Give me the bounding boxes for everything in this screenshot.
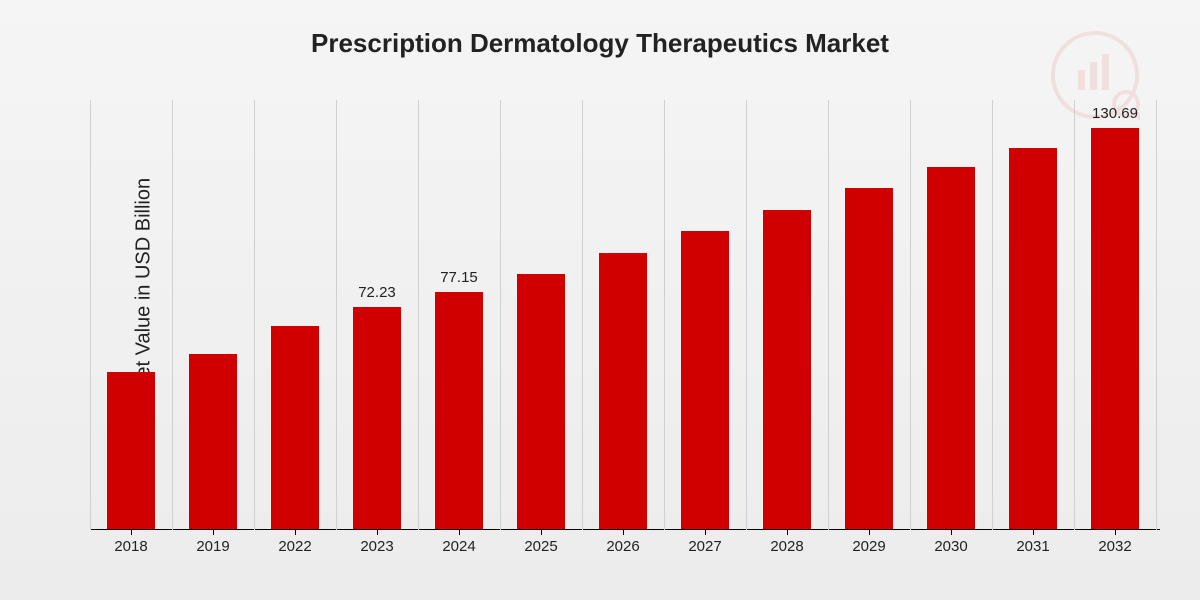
bar-group <box>746 100 828 530</box>
x-tick <box>213 530 214 535</box>
bar <box>271 326 319 529</box>
x-tick <box>1033 530 1034 535</box>
chart-title: Prescription Dermatology Therapeutics Ma… <box>0 0 1200 59</box>
bar <box>763 210 811 529</box>
x-tick-label: 2027 <box>664 538 746 555</box>
bar <box>1009 148 1057 529</box>
x-tick <box>951 530 952 535</box>
bar: 72.23 <box>353 307 401 529</box>
x-tick <box>787 530 788 535</box>
x-tick <box>541 530 542 535</box>
x-tick <box>705 530 706 535</box>
x-tick <box>131 530 132 535</box>
bar-group: 130.69 <box>1074 100 1156 530</box>
x-tick-label: 2026 <box>582 538 664 555</box>
x-tick-label: 2031 <box>992 538 1074 555</box>
bar: 130.69 <box>1091 128 1139 529</box>
x-tick-label: 2018 <box>90 538 172 555</box>
x-tick-label: 2029 <box>828 538 910 555</box>
x-tick <box>459 530 460 535</box>
bar-group: 77.15 <box>418 100 500 530</box>
bar-value-label: 72.23 <box>353 284 401 307</box>
bar-group <box>910 100 992 530</box>
bar-group <box>90 100 172 530</box>
bar-value-label: 77.15 <box>435 269 483 292</box>
bar <box>599 253 647 529</box>
x-tick-label: 2028 <box>746 538 828 555</box>
plot-area: 20182019202272.23202377.1520242025202620… <box>90 100 1160 530</box>
bar <box>845 188 893 529</box>
x-tick <box>623 530 624 535</box>
bar-group <box>500 100 582 530</box>
bar-group <box>992 100 1074 530</box>
bar <box>517 274 565 529</box>
x-tick-label: 2030 <box>910 538 992 555</box>
grid-line <box>1156 100 1157 530</box>
x-tick-label: 2025 <box>500 538 582 555</box>
x-tick-label: 2032 <box>1074 538 1156 555</box>
x-tick-label: 2024 <box>418 538 500 555</box>
bar-value-label: 130.69 <box>1091 105 1139 128</box>
bar-group <box>828 100 910 530</box>
x-tick <box>377 530 378 535</box>
bar: 77.15 <box>435 292 483 529</box>
x-tick <box>1115 530 1116 535</box>
bar <box>189 354 237 529</box>
bar <box>927 167 975 529</box>
bar-group: 72.23 <box>336 100 418 530</box>
bar <box>681 231 729 529</box>
x-tick <box>295 530 296 535</box>
x-tick-label: 2022 <box>254 538 336 555</box>
bar-group <box>582 100 664 530</box>
x-tick <box>869 530 870 535</box>
bar-group <box>664 100 746 530</box>
x-tick-label: 2023 <box>336 538 418 555</box>
bar-group <box>254 100 336 530</box>
bar-group <box>172 100 254 530</box>
chart-container: 20182019202272.23202377.1520242025202620… <box>90 100 1160 530</box>
bar <box>107 372 155 529</box>
x-tick-label: 2019 <box>172 538 254 555</box>
